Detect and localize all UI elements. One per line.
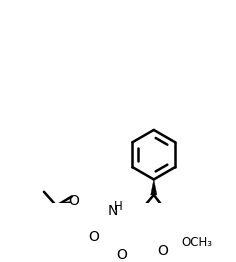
Text: O: O [117, 248, 127, 262]
Text: H: H [114, 200, 122, 213]
Text: OCH₃: OCH₃ [182, 236, 213, 249]
Text: O: O [88, 230, 99, 244]
Text: O: O [157, 244, 168, 258]
Text: N: N [108, 204, 118, 218]
Polygon shape [137, 215, 146, 248]
Polygon shape [151, 179, 157, 195]
Text: O: O [68, 194, 79, 208]
